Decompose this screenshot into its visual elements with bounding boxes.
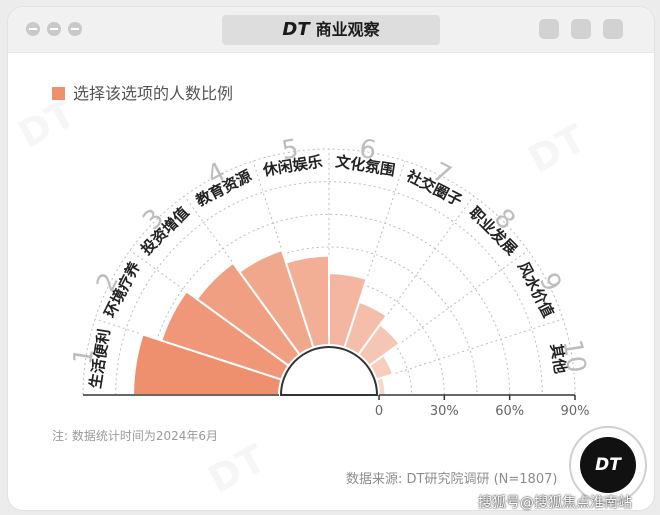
chart-bar xyxy=(343,300,388,356)
chart-bar xyxy=(238,248,315,356)
chart-bar xyxy=(132,333,283,396)
grid-arc xyxy=(245,311,413,396)
axis-tick-label: 60% xyxy=(495,404,524,419)
record-icon[interactable] xyxy=(539,19,559,39)
data-source: 数据来源: DT研究院调研 (N=1807) xyxy=(346,472,558,487)
legend: 选择该选项的人数比例 xyxy=(52,80,233,104)
legend-label: 选择该选项的人数比例 xyxy=(73,84,234,103)
brand-logo: DT xyxy=(282,19,310,40)
chart-bar xyxy=(160,289,290,381)
sohu-watermark: 搜狐号@搜狐焦点淮南站 xyxy=(478,495,632,511)
chart-bar xyxy=(328,272,368,349)
category-label: 生活便利 xyxy=(86,328,113,390)
axis-tick-label: 0 xyxy=(375,404,383,419)
category-number: 5 xyxy=(280,134,301,166)
grid-arc xyxy=(147,213,511,396)
grid-arc xyxy=(115,181,543,396)
axis-tick-label: 90% xyxy=(561,404,590,419)
chart-bar xyxy=(284,254,330,349)
legend-swatch xyxy=(52,87,65,100)
chart-hub-circle xyxy=(279,346,379,396)
data-note: 注: 数据统计时间为2024年6月 xyxy=(52,429,219,443)
chart-bars xyxy=(132,248,401,396)
title-bar: DT 商业观察 xyxy=(8,7,654,53)
panel-icon[interactable] xyxy=(603,19,623,39)
category-label: 文化氛围 xyxy=(334,152,396,179)
chart-bar xyxy=(356,323,401,368)
dt-badge[interactable]: DT xyxy=(569,426,647,504)
grid-arc xyxy=(82,148,576,396)
window-control-dot[interactable] xyxy=(26,22,40,36)
brand-name: 商业观察 xyxy=(315,20,380,39)
axis-tick-label: 30% xyxy=(430,404,459,419)
category-number: 1 xyxy=(68,346,100,367)
window-icon[interactable] xyxy=(571,19,591,39)
chart-bar xyxy=(195,261,302,368)
window-control-dot[interactable] xyxy=(68,22,82,36)
chart-bar xyxy=(368,353,395,381)
category-label: 其他 xyxy=(547,342,569,374)
grid-spoke xyxy=(376,318,564,381)
window-control-dot[interactable] xyxy=(47,22,61,36)
dt-badge-text: DT xyxy=(580,437,636,493)
title-pill: DT 商业观察 xyxy=(222,15,440,45)
value-axis: 0 30% 60% 90% xyxy=(83,394,590,419)
category-number: 6 xyxy=(357,134,378,166)
category-number: 10 xyxy=(557,338,592,375)
chart-hub xyxy=(279,346,379,396)
